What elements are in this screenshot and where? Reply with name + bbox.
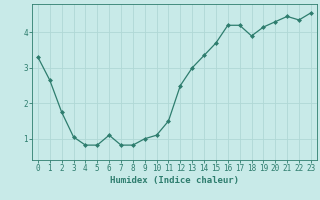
X-axis label: Humidex (Indice chaleur): Humidex (Indice chaleur) [110,176,239,185]
